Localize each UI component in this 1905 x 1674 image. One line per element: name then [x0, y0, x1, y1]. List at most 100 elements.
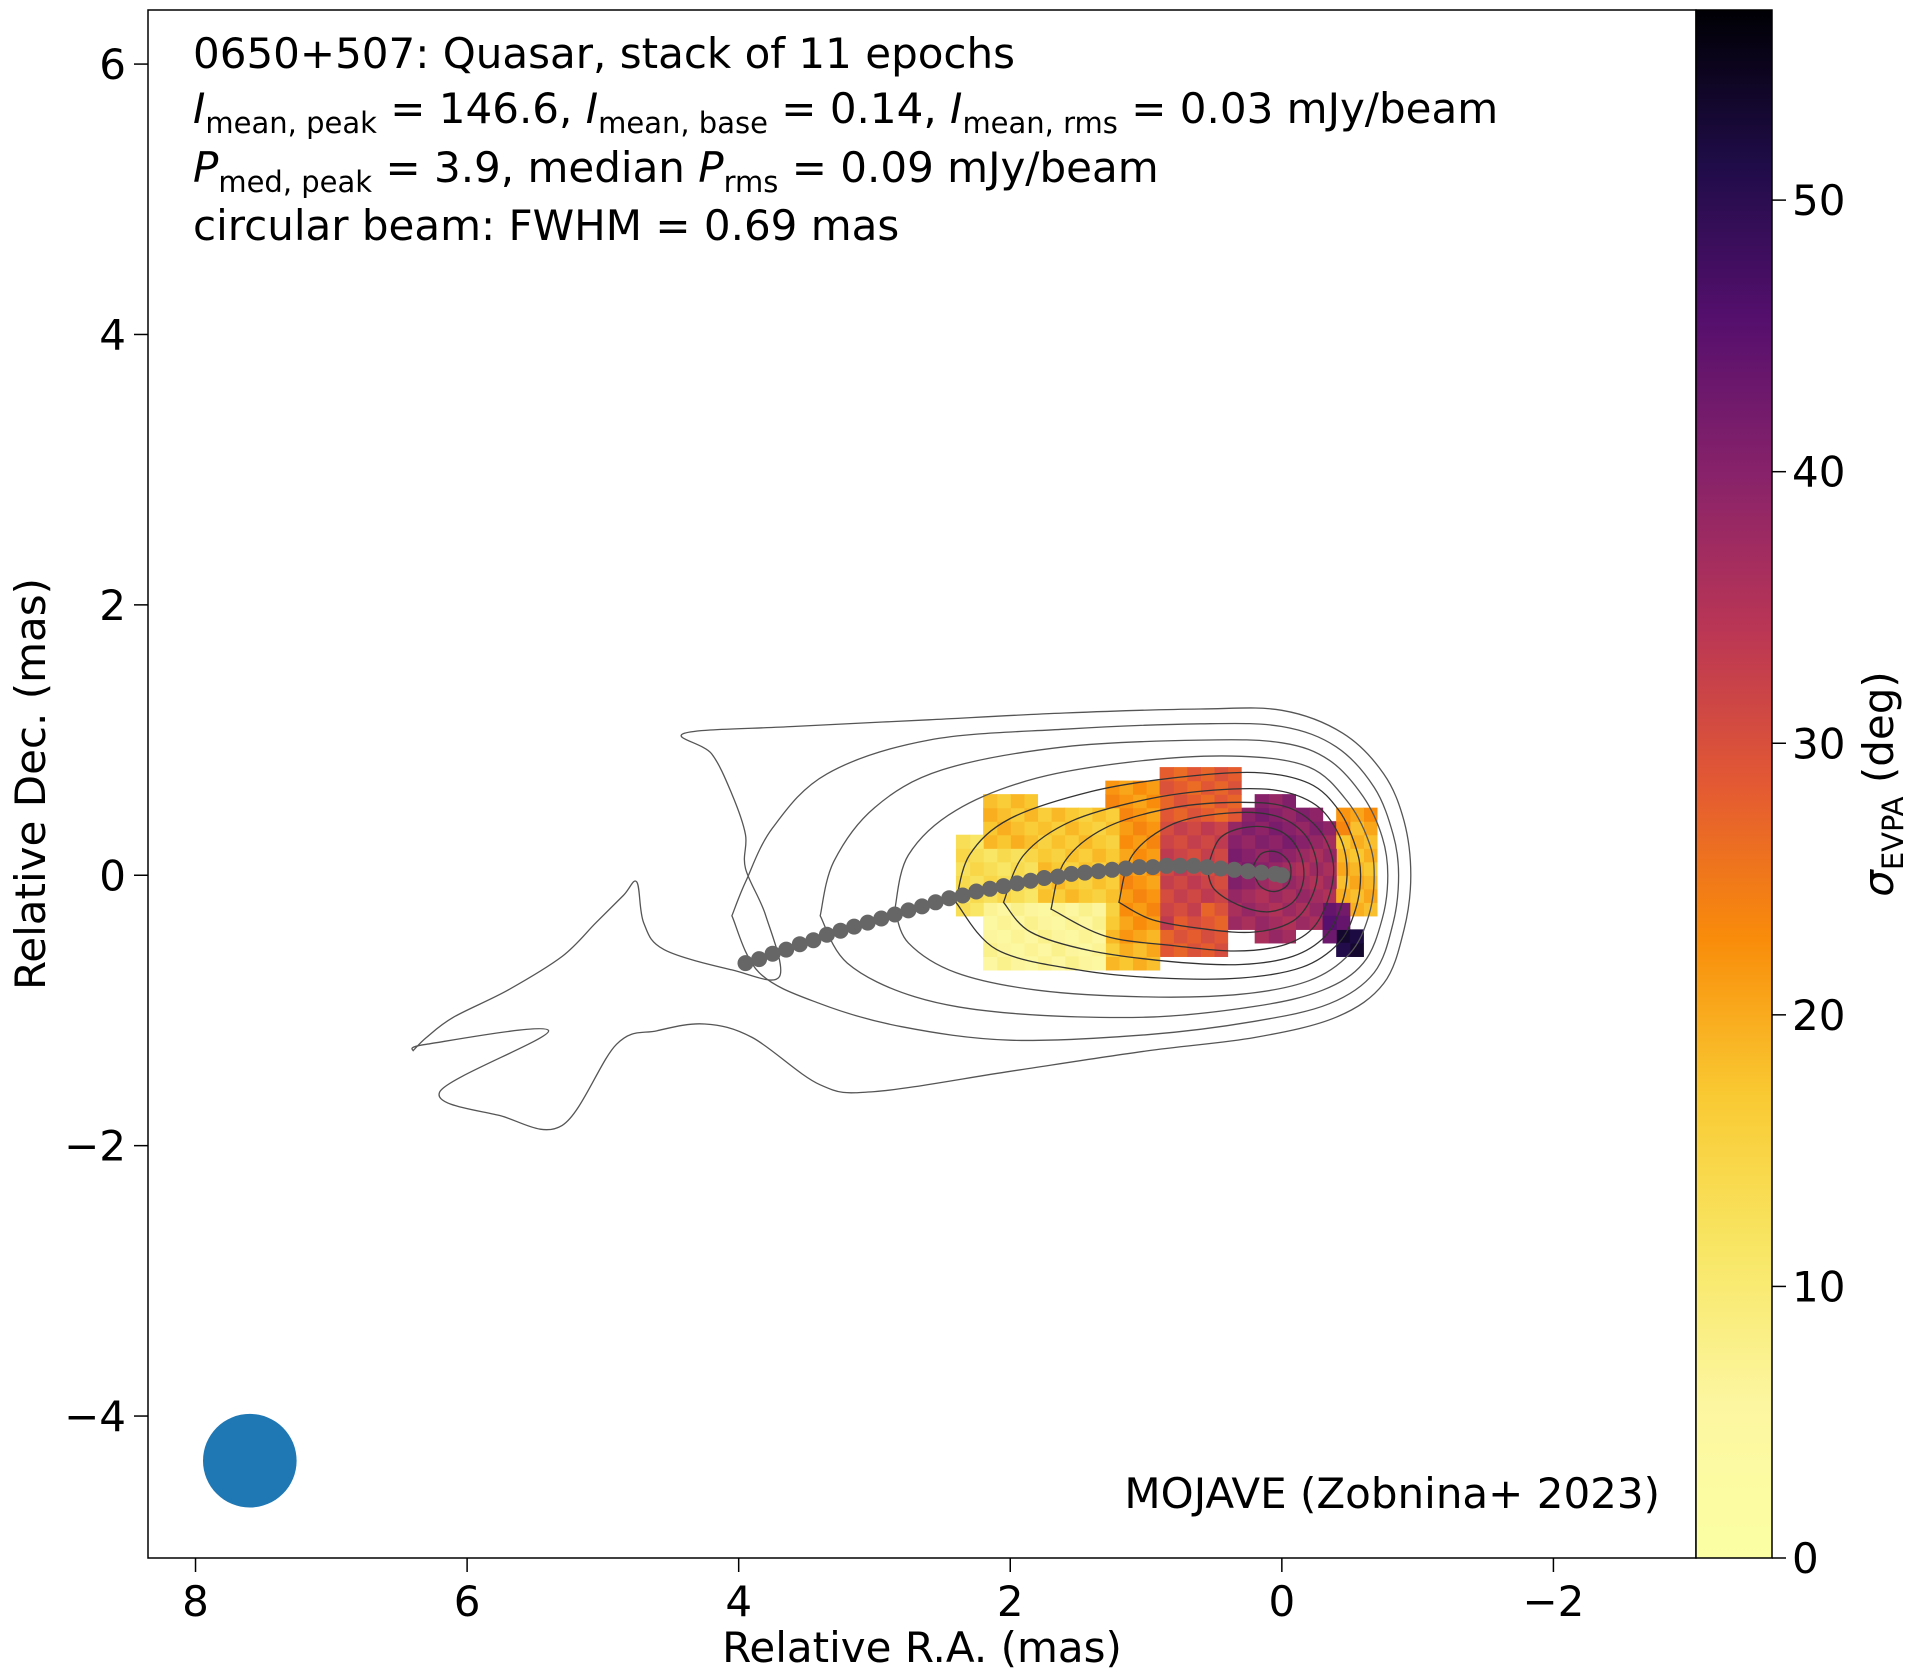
ridge-point: [1199, 859, 1216, 876]
heatmap-cell: [1159, 902, 1174, 917]
heatmap-cell: [1268, 807, 1283, 822]
heatmap-cell: [1078, 888, 1093, 903]
heatmap-cell: [1227, 902, 1242, 917]
ridge-point: [1253, 864, 1270, 881]
heatmap-cell: [1051, 902, 1066, 917]
ridge-point: [1239, 863, 1256, 880]
heatmap-cell: [1213, 834, 1229, 849]
colorbar-label: σEVPA (deg): [1854, 671, 1905, 897]
heatmap-cell: [1186, 888, 1201, 903]
heatmap-cell: [1309, 915, 1324, 930]
heatmap-cell: [1064, 929, 1079, 944]
heatmap-cell: [1213, 848, 1229, 863]
heatmap-cell: [1023, 834, 1039, 849]
heatmap-cell: [1349, 861, 1364, 876]
heatmap-cell: [1091, 834, 1106, 849]
heatmap-cell: [1010, 956, 1025, 971]
heatmap-cell: [1146, 875, 1161, 890]
heatmap-cell: [1023, 956, 1039, 971]
heatmap-cell: [1010, 942, 1025, 957]
heatmap-cell: [1173, 902, 1188, 917]
colorbar-tick-label: 10: [1792, 1262, 1845, 1311]
heatmap-cell: [1309, 861, 1324, 876]
heatmap-cell: [1241, 915, 1256, 930]
heatmap-cell: [1363, 875, 1378, 890]
heatmap-cell: [1322, 861, 1337, 876]
heatmap-cell: [1336, 834, 1351, 849]
heatmap-cell: [1200, 780, 1215, 795]
title-line-1: 0650+507: Quasar, stack of 11 epochs: [193, 29, 1015, 78]
heatmap-cell: [1268, 848, 1283, 863]
heatmap-cell: [1023, 888, 1039, 903]
heatmap-cell: [1159, 834, 1174, 849]
ridge-point: [791, 936, 808, 953]
heatmap-cell: [1078, 929, 1093, 944]
ridge-point: [751, 951, 768, 968]
heatmap-cell: [1213, 821, 1229, 836]
heatmap-cell: [1132, 848, 1147, 863]
heatmap-cell: [1132, 780, 1147, 795]
heatmap-cell: [1173, 915, 1188, 930]
contour-line: [1251, 850, 1292, 893]
y-tick-label: −4: [64, 1392, 126, 1441]
colorbar-tick-label: 20: [1792, 991, 1845, 1040]
ridge-point: [1172, 857, 1188, 874]
heatmap-cell: [1173, 875, 1188, 890]
heatmap-cell: [1268, 915, 1283, 930]
colorbar-tick-label: 0: [1792, 1534, 1819, 1583]
heatmap-cell: [1227, 915, 1242, 930]
heatmap-cell: [1146, 902, 1161, 917]
heatmap-cell: [1023, 794, 1039, 809]
heatmap-cell: [1336, 861, 1351, 876]
heatmap-cell: [1146, 821, 1161, 836]
heatmap-cell: [996, 861, 1011, 876]
heatmap-cell: [1281, 807, 1297, 822]
heatmap-cell: [1064, 834, 1079, 849]
heatmap-cell: [1213, 902, 1229, 917]
ridge-point: [764, 945, 781, 962]
heatmap-cell: [1010, 915, 1025, 930]
heatmap-cell: [1295, 915, 1310, 930]
ridge-point: [1158, 857, 1175, 874]
heatmap-cell: [1186, 834, 1201, 849]
heatmap-cell: [969, 861, 984, 876]
heatmap-cell: [1118, 848, 1134, 863]
heatmap-cell: [996, 956, 1011, 971]
heatmap-cell: [1051, 807, 1066, 822]
heatmap-cell: [1254, 834, 1269, 849]
heatmap-cell: [1322, 821, 1337, 836]
heatmap-cell: [1173, 821, 1188, 836]
heatmap-cell: [1349, 888, 1364, 903]
heatmap-cell: [1200, 929, 1215, 944]
heatmap-cell: [1091, 942, 1106, 957]
heatmap-cell: [1051, 942, 1066, 957]
ridge-point: [1009, 875, 1026, 892]
heatmap-cell: [1146, 848, 1161, 863]
contour-line: [1050, 801, 1335, 952]
beam-ellipse: [203, 1413, 297, 1508]
heatmap-cell: [1363, 861, 1378, 876]
credit-label: MOJAVE (Zobnina+ 2023): [1124, 1469, 1660, 1518]
heatmap-cell: [1118, 956, 1134, 971]
heatmap-cell: [1091, 888, 1106, 903]
heatmap-cell: [1200, 794, 1215, 809]
heatmap-cell: [1118, 902, 1134, 917]
ridge-point: [805, 932, 822, 949]
heatmap-cell: [1064, 942, 1079, 957]
heatmap-cell: [983, 915, 998, 930]
heatmap-cell: [1146, 956, 1161, 971]
heatmap-cell: [1132, 888, 1147, 903]
heatmap-cell: [1010, 848, 1025, 863]
y-tick-label: 4: [99, 310, 126, 359]
heatmap-cell: [1186, 915, 1201, 930]
heatmap-cell: [1268, 929, 1283, 944]
heatmap-cell: [1349, 875, 1364, 890]
heatmap-cell: [1241, 834, 1256, 849]
heatmap-cell: [1254, 888, 1269, 903]
heatmap-cell: [1186, 875, 1201, 890]
contour-line: [411, 707, 1412, 1131]
heatmap-cell: [1146, 834, 1161, 849]
y-tick-label: 6: [99, 40, 126, 89]
heatmap-cell: [1281, 888, 1297, 903]
heatmap-cell: [1159, 888, 1174, 903]
